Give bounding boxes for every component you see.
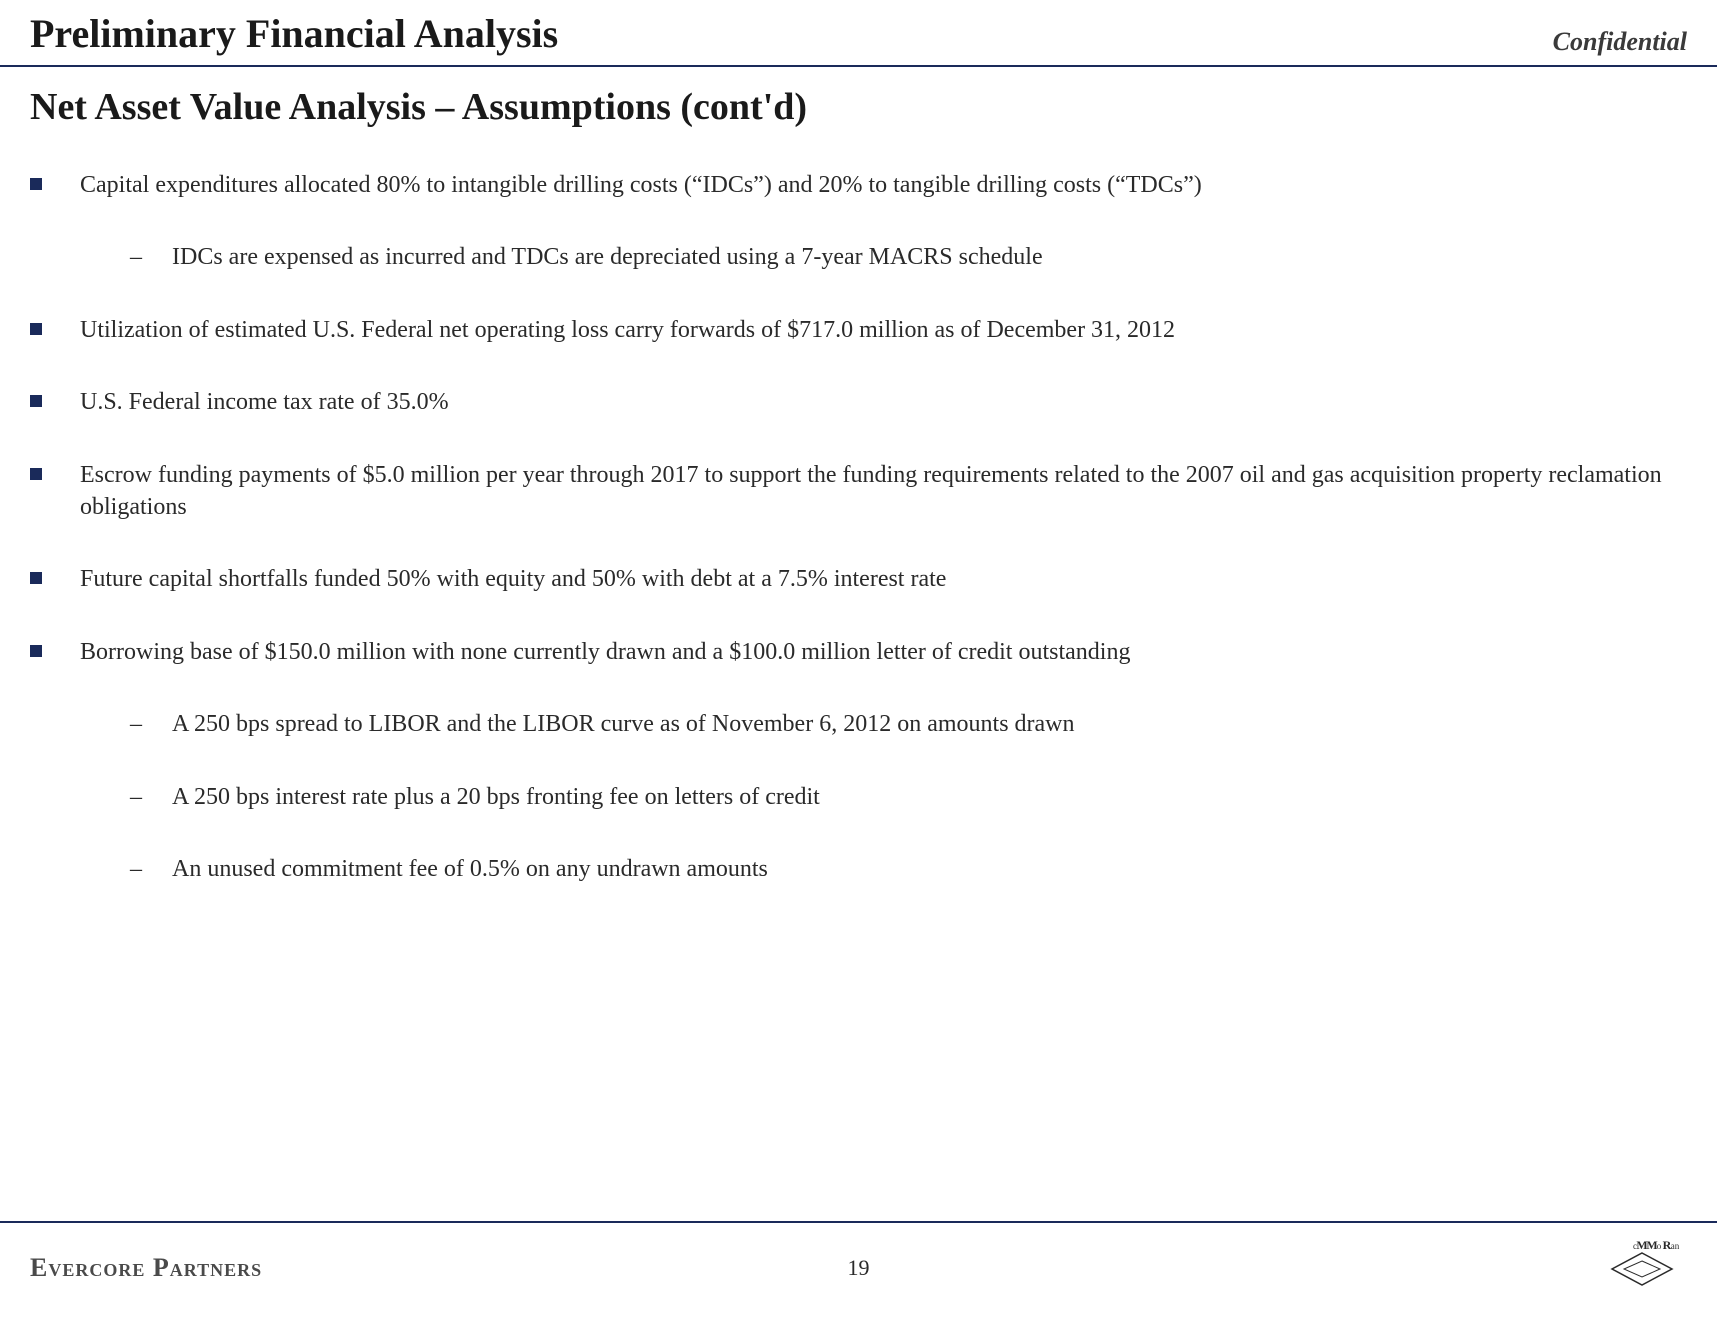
svg-text:an: an (1671, 1241, 1680, 1251)
dash-bullet-icon: – (130, 241, 144, 273)
svg-text:c: c (1633, 1241, 1637, 1251)
sub-bullet-text: A 250 bps interest rate plus a 20 bps fr… (172, 781, 820, 813)
header-title: Preliminary Financial Analysis (30, 10, 558, 57)
bullet-text: U.S. Federal income tax rate of 35.0% (80, 386, 449, 418)
dash-bullet-icon: – (130, 853, 144, 885)
sub-bullet-text: IDCs are expensed as incurred and TDCs a… (172, 241, 1043, 273)
bullet-text: Future capital shortfalls funded 50% wit… (80, 563, 946, 595)
footer: Evercore Partners 19 M c M o R an (0, 1221, 1717, 1320)
sub-bullet-item: –A 250 bps interest rate plus a 20 bps f… (30, 781, 1687, 813)
bullet-item: Utilization of estimated U.S. Federal ne… (30, 314, 1687, 346)
content-body: Capital expenditures allocated 80% to in… (0, 139, 1717, 885)
sub-bullet-item: –A 250 bps spread to LIBOR and the LIBOR… (30, 708, 1687, 740)
svg-text:o: o (1657, 1241, 1662, 1251)
bullet-item: U.S. Federal income tax rate of 35.0% (30, 386, 1687, 418)
header: Preliminary Financial Analysis Confident… (0, 0, 1717, 67)
dash-bullet-icon: – (130, 781, 144, 813)
dash-bullet-icon: – (130, 708, 144, 740)
mcmoran-logo-icon: M c M o R an (1597, 1235, 1687, 1295)
footer-company: Evercore Partners (30, 1253, 262, 1283)
bullet-item: Future capital shortfalls funded 50% wit… (30, 563, 1687, 595)
square-bullet-icon (30, 645, 42, 657)
footer-logo: M c M o R an (1597, 1235, 1687, 1300)
bullet-item: Escrow funding payments of $5.0 million … (30, 459, 1687, 524)
bullet-item: Capital expenditures allocated 80% to in… (30, 169, 1687, 201)
footer-page-number: 19 (848, 1255, 870, 1281)
page-subtitle: Net Asset Value Analysis – Assumptions (… (0, 67, 1717, 139)
bullet-item: Borrowing base of $150.0 million with no… (30, 636, 1687, 668)
bullet-text: Borrowing base of $150.0 million with no… (80, 636, 1130, 668)
square-bullet-icon (30, 572, 42, 584)
square-bullet-icon (30, 395, 42, 407)
header-confidential: Confidential (1553, 27, 1687, 57)
square-bullet-icon (30, 323, 42, 335)
bullet-text: Utilization of estimated U.S. Federal ne… (80, 314, 1175, 346)
sub-bullet-item: –An unused commitment fee of 0.5% on any… (30, 853, 1687, 885)
bullet-text: Escrow funding payments of $5.0 million … (80, 459, 1687, 524)
bullet-text: Capital expenditures allocated 80% to in… (80, 169, 1202, 201)
square-bullet-icon (30, 178, 42, 190)
sub-bullet-item: –IDCs are expensed as incurred and TDCs … (30, 241, 1687, 273)
sub-bullet-text: A 250 bps spread to LIBOR and the LIBOR … (172, 708, 1075, 740)
sub-bullet-text: An unused commitment fee of 0.5% on any … (172, 853, 768, 885)
square-bullet-icon (30, 468, 42, 480)
